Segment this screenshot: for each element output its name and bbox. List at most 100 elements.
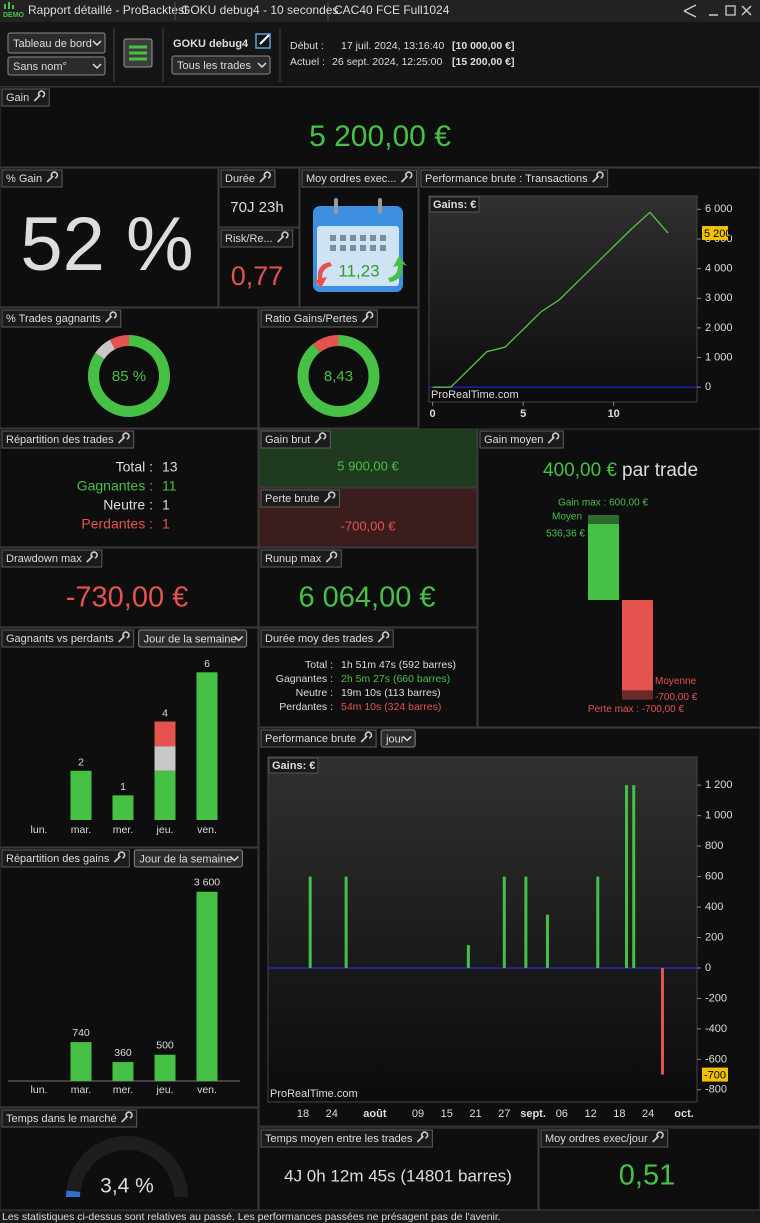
header-box <box>301 169 417 188</box>
gain-avg-label: 536,36 € <box>546 529 585 540</box>
total-label: 2 <box>78 757 84 769</box>
pct-gain-value: 52 % <box>20 202 193 287</box>
wrench-icon <box>314 432 327 444</box>
y-tick-label: 0 <box>705 962 711 974</box>
y-tick-label: 600 <box>705 870 723 882</box>
panel-header[interactable]: % Gain <box>1 169 63 188</box>
header-box <box>420 169 609 188</box>
wrench-icon <box>360 731 373 743</box>
close-icon[interactable] <box>741 5 752 16</box>
panel-title: % Trades gagnants <box>6 313 101 325</box>
panel-header[interactable]: Temps moyen entre les trades <box>260 1129 433 1148</box>
y-tick-label: 6 000 <box>705 203 733 215</box>
y-tick-label: 200 <box>705 931 723 943</box>
dropdown-arrow <box>92 63 102 70</box>
gauge-value <box>66 1190 81 1197</box>
x-tick-label: 18 <box>613 1108 625 1120</box>
dropdown[interactable]: Tous les trades <box>171 55 271 75</box>
bar-segment <box>196 672 218 820</box>
gross-loss-value: -700,00 € <box>341 518 397 533</box>
header-box <box>1 1109 138 1128</box>
tab: GOKU debug4 - 10 secondes <box>181 3 338 17</box>
watermark: ProRealTime.com <box>431 389 519 401</box>
logo-bars <box>4 2 14 9</box>
runup-value: 6 064,00 € <box>298 582 435 614</box>
dropdown[interactable]: Jour de la semaine <box>138 629 248 648</box>
wrench-icon <box>652 1131 664 1143</box>
tab[interactable]: GOKU debug4 - 10 secondes <box>181 3 338 17</box>
panel-header[interactable]: Perte brute <box>260 489 340 508</box>
value-label: 3 600 <box>194 877 220 889</box>
share-icon[interactable] <box>683 4 697 18</box>
panel-header[interactable]: Drawdown max <box>1 549 103 568</box>
dropdown[interactable]: Tableau de bord <box>7 32 106 54</box>
panel-title: Répartition des gains <box>6 853 110 865</box>
donut-segment <box>95 339 116 359</box>
panel-header[interactable]: Durée <box>220 169 276 188</box>
bar-segment <box>70 770 92 820</box>
total-label: 1 <box>120 781 126 793</box>
maximize-icon[interactable] <box>725 5 736 16</box>
panel-header[interactable]: % Trades gagnants <box>1 309 122 328</box>
panel-title: Performance brute <box>265 733 356 745</box>
gauge-label: 3,4 % <box>100 1175 154 1198</box>
panel <box>0 428 259 548</box>
panel-header[interactable]: Moy ordres exec/jour <box>540 1129 669 1148</box>
panel-header[interactable]: Ratio Gains/Pertes <box>260 309 378 328</box>
x-tick-label: 21 <box>469 1108 481 1120</box>
dropdown[interactable]: Sans nom° <box>7 56 106 76</box>
panel-title: Durée moy des trades <box>265 633 374 645</box>
gauge-track <box>66 1136 188 1197</box>
dropdown-arrow <box>229 855 239 862</box>
wrench-icon <box>118 631 130 643</box>
panel-header[interactable]: Performance brute : Transactions <box>420 169 609 188</box>
dropdown[interactable]: Jour de la semaine <box>133 849 243 868</box>
panel-header[interactable]: Répartition des trades <box>1 430 135 449</box>
calendar-body <box>317 226 399 286</box>
panel-header[interactable]: Gain <box>1 88 50 107</box>
last-value-label: -700 <box>704 1069 726 1081</box>
panel-header[interactable]: Performance brute <box>260 729 377 748</box>
bar <box>112 1062 134 1081</box>
panel-header[interactable]: Durée moy des trades <box>260 629 394 648</box>
panel-header[interactable]: Gagnants vs perdants <box>1 629 135 648</box>
date: 17 juil. 2024, 13:16:40 <box>341 40 444 52</box>
panel-header[interactable]: Temps dans le marché <box>1 1109 138 1128</box>
panel-header[interactable]: Répartition des gains <box>1 849 130 868</box>
bar <box>632 785 636 968</box>
panel-header[interactable]: Runup max <box>260 549 342 568</box>
value-label: 500 <box>156 1039 174 1051</box>
header-box <box>479 430 564 449</box>
bar-segment <box>154 746 176 771</box>
row-label: Gagnantes : <box>77 478 153 494</box>
panel-header[interactable]: Moy ordres exec... <box>301 169 417 188</box>
drawdown-value: -730,00 € <box>66 582 189 614</box>
donut-segment <box>313 335 339 353</box>
avg-between-value: 4J 0h 12m 45s (14801 barres) <box>284 1166 512 1185</box>
x-tick-label: 09 <box>412 1108 424 1120</box>
wrench-icon <box>592 171 604 183</box>
headline-suffix: par trade <box>622 460 698 481</box>
bar <box>502 876 506 968</box>
x-tick-label: ven. <box>197 824 217 836</box>
panel-header[interactable]: Risk/Re... <box>220 229 294 248</box>
panel-title: Temps dans le marché <box>6 1113 117 1125</box>
label: Actuel : <box>290 56 325 68</box>
panel-header[interactable]: Gain brut <box>260 430 331 449</box>
y-tick-label: -600 <box>705 1053 727 1065</box>
duration-value: 70J 23h <box>230 199 283 216</box>
tab[interactable]: CAC40 FCE Full1024 <box>334 3 450 17</box>
panel-title: Gain moyen <box>484 434 543 446</box>
capital: [15 200,00 €] <box>452 56 514 68</box>
bar <box>154 1054 176 1081</box>
header-box <box>260 549 342 568</box>
disclaimer: Les statistiques ci-dessus sont relative… <box>2 1211 501 1223</box>
row-value: 1 <box>162 516 170 532</box>
panel-title: Perte brute <box>265 493 319 505</box>
dropdown[interactable]: jour <box>380 729 416 748</box>
panel-header[interactable]: Gain moyen <box>479 430 564 449</box>
system-icon-detail <box>129 45 147 61</box>
donut-segment <box>109 335 129 350</box>
donut-center-label: 8,43 <box>324 368 353 385</box>
edit-icon[interactable] <box>255 33 271 49</box>
